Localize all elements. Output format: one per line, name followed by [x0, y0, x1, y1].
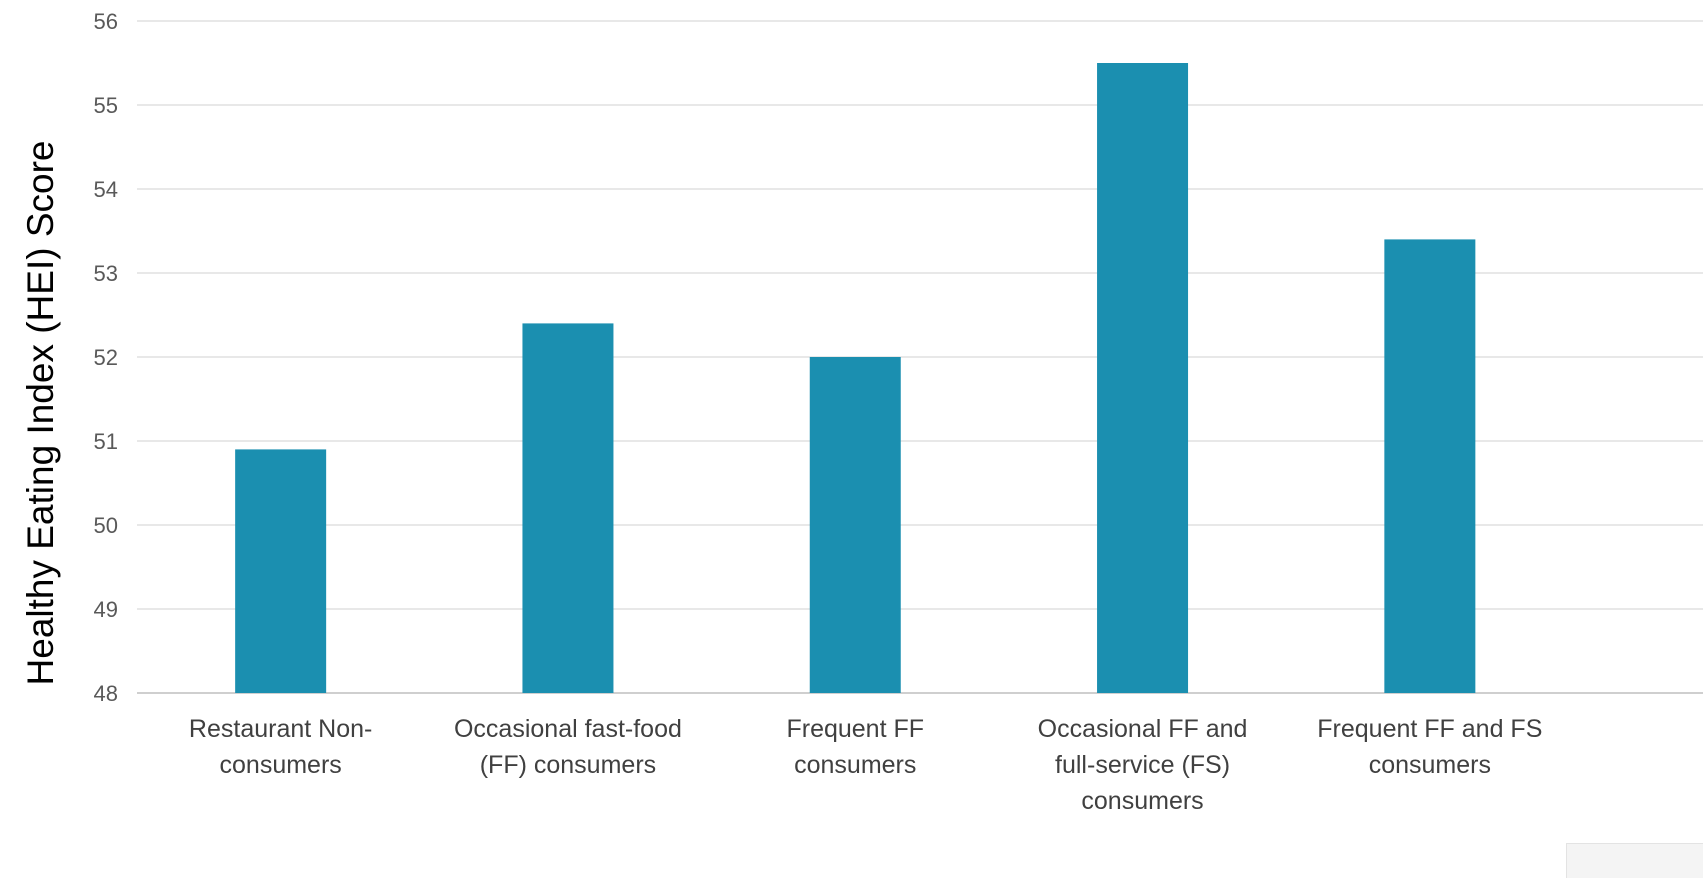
bar	[522, 323, 614, 693]
x-category-label: Occasional FF and full-service (FS) consum…	[1038, 715, 1248, 815]
y-tick-label: 49	[94, 597, 118, 622]
x-category-label-line: Occasional FF and	[1038, 715, 1248, 743]
bars	[235, 63, 1476, 693]
corner-overlay	[1566, 843, 1703, 878]
x-category-label: Occasional fast-food (FF) consumers	[454, 715, 682, 779]
bar	[809, 357, 901, 693]
y-axis-ticks: 48 49 50 51 52 53 54 55 56	[94, 9, 118, 706]
gridlines	[137, 20, 1703, 694]
x-axis-labels: Restaurant Non-consumers Occasional fast-…	[189, 715, 1542, 815]
y-tick-label: 52	[94, 345, 118, 370]
x-category-label-line: (FF) consumers	[480, 751, 656, 779]
y-tick-label: 54	[94, 177, 118, 202]
x-category-label-line: Frequent FF	[786, 715, 924, 743]
x-category-label: Restaurant Non-consumers	[189, 715, 372, 779]
bar	[1384, 239, 1476, 693]
x-category-label-line: consumers	[1369, 751, 1491, 779]
x-category-label-line: Frequent FF and FS	[1317, 715, 1542, 743]
y-tick-label: 50	[94, 513, 118, 538]
x-category-label: Frequent FF consumers	[786, 715, 924, 779]
x-category-label-line: Restaurant Non-	[189, 715, 372, 743]
x-category-label-line: full-service (FS)	[1055, 751, 1230, 779]
bar	[235, 449, 327, 693]
x-category-label-line: consumers	[1081, 787, 1203, 815]
y-tick-label: 55	[94, 93, 118, 118]
x-category-label: Frequent FF and FS consumers	[1317, 715, 1542, 779]
y-axis-title: Healthy Eating Index (HEI) Score	[20, 141, 61, 686]
y-tick-label: 48	[94, 681, 118, 706]
x-category-label-line: Occasional fast-food	[454, 715, 682, 743]
y-tick-label: 56	[94, 9, 118, 34]
y-tick-label: 51	[94, 429, 118, 454]
x-category-label-line: consumers	[220, 751, 342, 779]
x-category-label-line: consumers	[794, 751, 916, 779]
bar	[1097, 63, 1189, 693]
y-tick-label: 53	[94, 261, 118, 286]
